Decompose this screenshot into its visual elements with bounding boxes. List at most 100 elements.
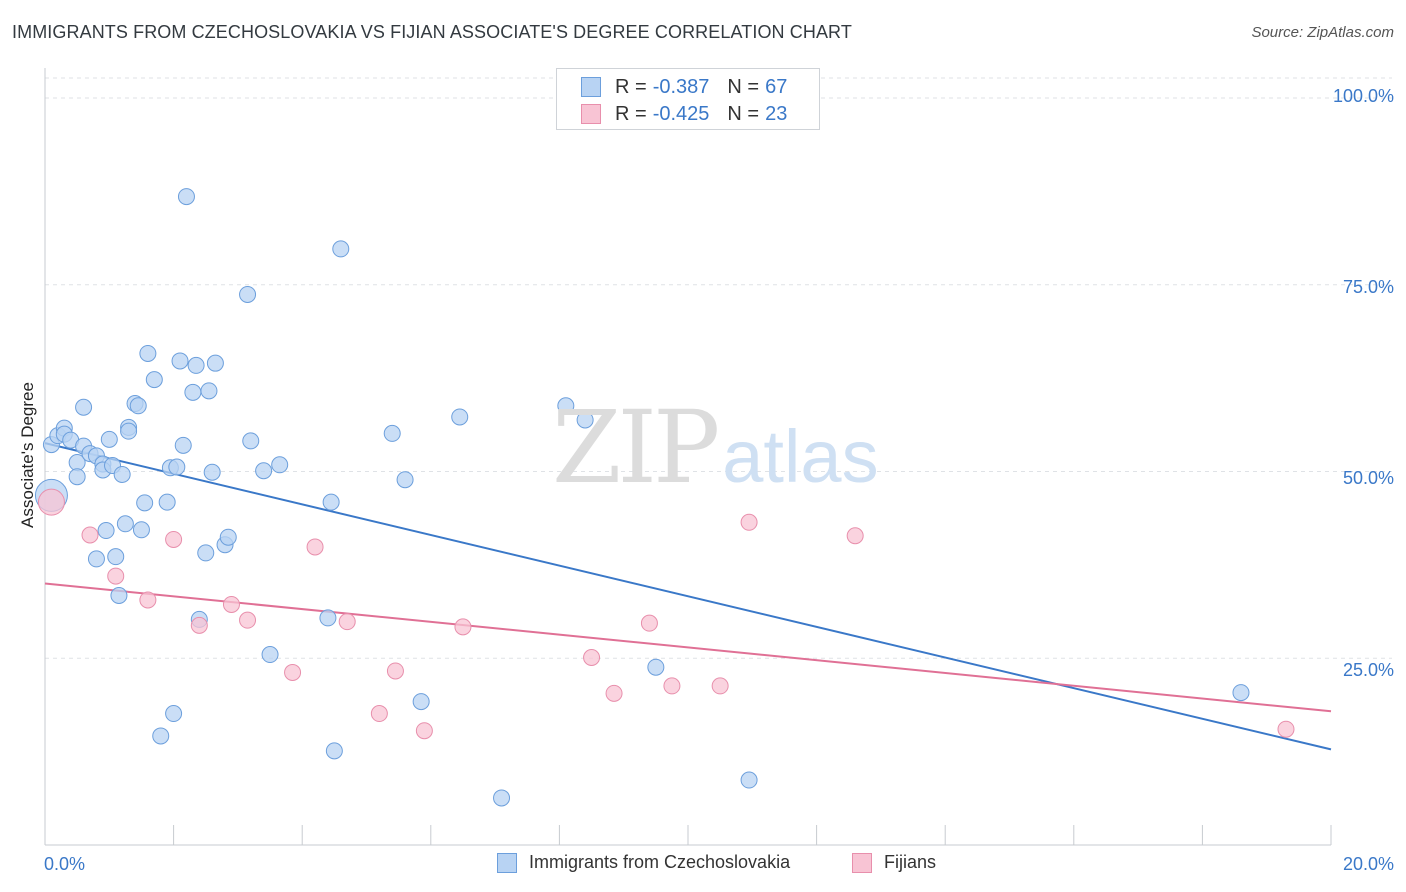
fijian-point — [640, 614, 658, 632]
r-value: -0.387 — [652, 75, 710, 98]
n-label: N = — [727, 102, 760, 125]
legend-item-fijians: Fijians — [852, 852, 936, 873]
czechoslovakia-point — [740, 771, 758, 789]
fijian-point — [81, 526, 99, 544]
chart-title: IMMIGRANTS FROM CZECHOSLOVAKIA VS FIJIAN… — [12, 22, 852, 42]
czechoslovakia-point — [110, 587, 128, 605]
fijian-point — [107, 567, 125, 585]
legend-stats: R = -0.387 N = 67 R = -0.425 N = 23 — [556, 68, 820, 130]
czechoslovakia-point — [203, 463, 221, 481]
czechoslovakia-point — [129, 397, 147, 415]
grid-lines — [45, 77, 1392, 659]
czechoslovakia-point — [132, 521, 150, 539]
axes — [44, 68, 1332, 846]
czechoslovakia-point — [152, 727, 170, 745]
legend-series: Immigrants from Czechoslovakia Fijians — [0, 852, 1406, 878]
czechoslovakia-point — [557, 397, 575, 415]
fijian-point — [583, 649, 601, 667]
czechoslovakia-point — [493, 789, 511, 807]
y-tick-label: 75.0% — [1342, 277, 1394, 297]
legend-row-czechoslovakia: R = -0.387 N = 67 — [581, 75, 787, 99]
czechoslovakia-point — [168, 458, 186, 476]
czechoslovakia-point — [174, 436, 192, 454]
fijian-point — [239, 611, 257, 629]
fijian-point — [370, 705, 388, 723]
blue-swatch — [581, 77, 601, 97]
czechoslovakia-point — [165, 705, 183, 723]
fijian-point — [846, 527, 864, 545]
czechoslovakia-point — [87, 550, 105, 568]
x-tick-label: 20.0% — [1342, 854, 1394, 874]
data-points — [34, 188, 1295, 807]
legend-item-label: Immigrants from Czechoslovakia — [529, 852, 791, 872]
czechoslovakia-point — [239, 285, 257, 303]
n-value: 67 — [765, 75, 788, 98]
fijian-point — [1277, 720, 1295, 738]
fijian-point — [284, 663, 302, 681]
czechoslovakia-point — [325, 742, 343, 760]
fijian-point — [605, 684, 623, 702]
czechoslovakia-point — [136, 494, 154, 512]
fijian-point — [415, 722, 433, 740]
czechoslovakia-point — [319, 609, 337, 627]
czechoslovakia-point — [97, 522, 115, 540]
czechoslovakia-point — [177, 188, 195, 206]
fijian-point — [663, 677, 681, 695]
czechoslovakia-trend-line — [44, 442, 1332, 751]
fijian-point — [190, 616, 208, 634]
czechoslovakia-point — [647, 658, 665, 676]
fijian-point — [222, 595, 240, 613]
y-tick-label: 100.0% — [1332, 86, 1394, 106]
czechoslovakia-point — [242, 432, 260, 450]
y-tick-label: 50.0% — [1342, 468, 1394, 488]
n-value: 23 — [765, 102, 788, 125]
y-tick-label: 25.0% — [1342, 660, 1394, 680]
fijian-point — [386, 662, 404, 680]
czechoslovakia-point — [145, 371, 163, 389]
czechoslovakia-point — [451, 408, 469, 426]
czechoslovakia-point — [261, 646, 279, 664]
czechoslovakia-point — [68, 468, 86, 486]
fijian-point — [37, 488, 65, 516]
legend-row-fijians: R = -0.425 N = 23 — [581, 102, 787, 126]
czechoslovakia-point — [158, 493, 176, 511]
fijian-point — [338, 613, 356, 631]
fijian-point — [454, 618, 472, 636]
czechoslovakia-point — [271, 456, 289, 474]
czechoslovakia-point — [1232, 684, 1250, 702]
czechoslovakia-point — [206, 354, 224, 372]
fijian-point — [306, 538, 324, 556]
czechoslovakia-point — [100, 430, 118, 448]
czechoslovakia-point — [75, 398, 93, 416]
fijian-point — [740, 513, 758, 531]
pink-swatch — [852, 852, 872, 873]
czechoslovakia-point — [197, 544, 215, 562]
n-label: N = — [727, 75, 760, 98]
czechoslovakia-point — [113, 465, 131, 483]
fijian-trend-line — [44, 582, 1332, 713]
czechoslovakia-point — [576, 411, 594, 429]
czechoslovakia-point — [116, 515, 134, 533]
czechoslovakia-point — [219, 528, 237, 546]
czechoslovakia-point — [139, 344, 157, 362]
r-label: R = — [615, 102, 647, 125]
czechoslovakia-point — [107, 548, 125, 566]
czechoslovakia-point — [396, 471, 414, 489]
fijian-point — [139, 591, 157, 609]
fijian-point — [711, 677, 729, 695]
czechoslovakia-point — [184, 383, 202, 401]
r-label: R = — [615, 75, 647, 98]
czechoslovakia-point — [171, 352, 189, 370]
czechoslovakia-point — [332, 240, 350, 258]
pink-swatch — [581, 104, 601, 124]
r-value: -0.425 — [652, 102, 710, 125]
czechoslovakia-point — [255, 462, 273, 480]
x-tick-label: 0.0% — [44, 854, 86, 874]
czechoslovakia-point — [412, 693, 430, 711]
czechoslovakia-point — [322, 493, 340, 511]
czechoslovakia-point — [383, 424, 401, 442]
y-axis-label: Associate's Degree — [18, 382, 37, 528]
czechoslovakia-point — [120, 422, 138, 440]
source-label: Source: ZipAtlas.com — [1251, 24, 1394, 41]
